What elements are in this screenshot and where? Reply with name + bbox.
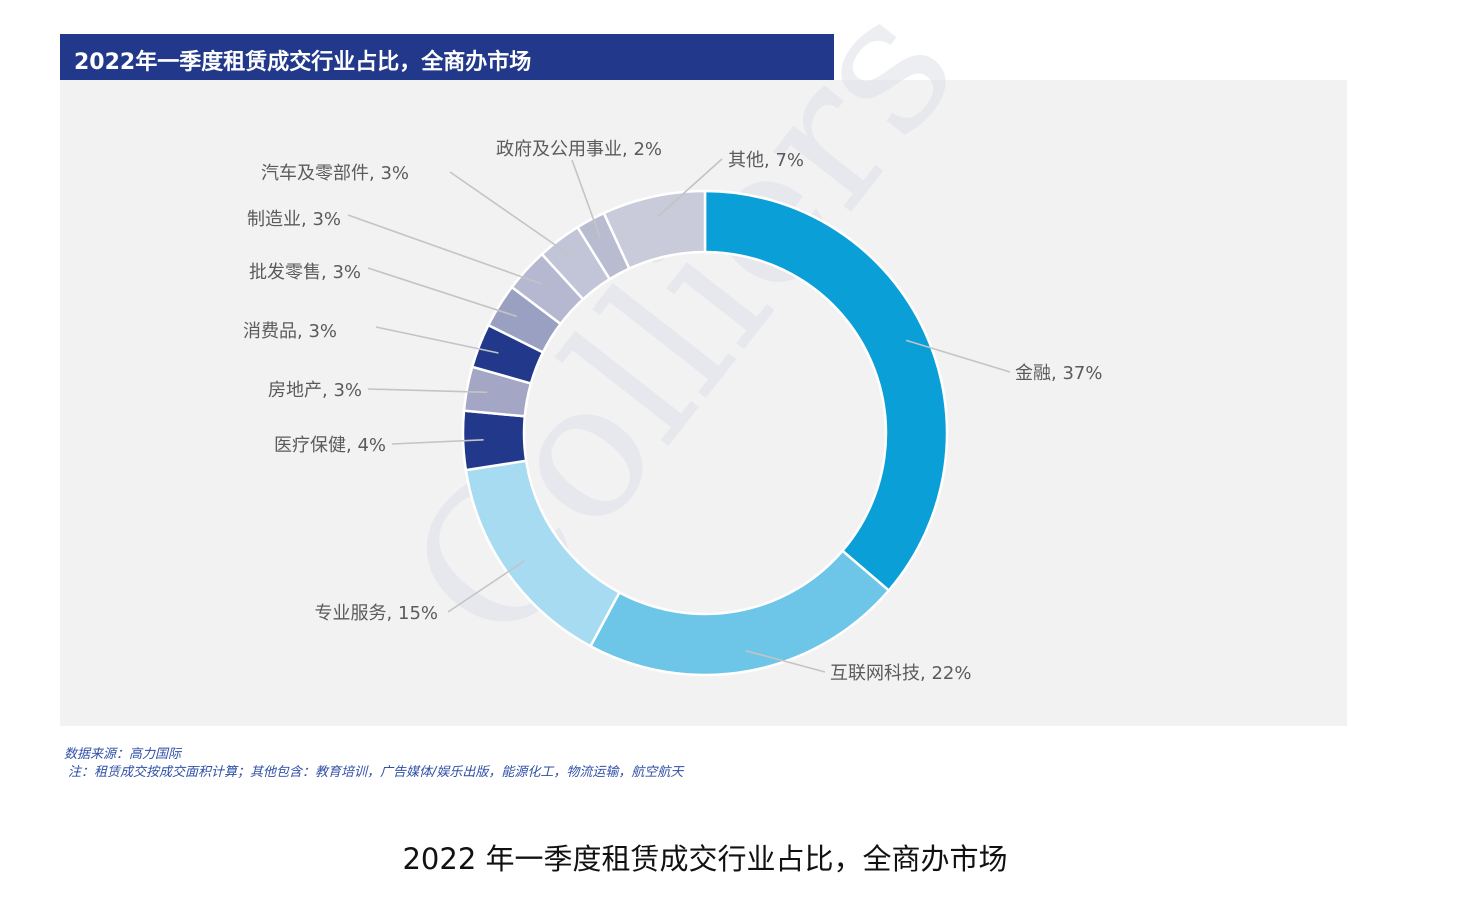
leader-line-1 — [905, 339, 1011, 373]
slice-label-4: 医疗保健, 4% — [274, 435, 386, 456]
slice-label-8: 制造业, 3% — [247, 209, 341, 230]
donut-slice-11 — [602, 189, 707, 271]
slice-label-9: 汽车及零部件, 3% — [261, 163, 409, 184]
slice-label-10: 政府及公用事业, 2% — [496, 139, 662, 160]
slice-label-3: 专业服务, 15% — [315, 603, 438, 624]
slice-label-1: 金融, 37% — [1015, 363, 1102, 384]
leader-line-7 — [367, 267, 517, 318]
slice-labels: 金融, 37% 互联网科技, 22% 专业服务, 15% 医疗保健, 4% 房地产, 3… — [243, 139, 1102, 684]
leader-line-5 — [367, 388, 488, 394]
donut-slice-2 — [588, 549, 891, 677]
leader-line-3 — [447, 560, 525, 613]
source-note: 数据来源：高力国际 注：租赁成交按成交面积计算；其他包含：教育培训，广告媒体/娱… — [64, 746, 683, 782]
note-line: 注：租赁成交按成交面积计算；其他包含：教育培训，广告媒体/娱乐出版，能源化工，物… — [68, 765, 684, 780]
leader-line-10 — [571, 159, 601, 239]
figure-caption: 2022 年一季度租赁成交行业占比，全商办市场 — [402, 842, 1008, 876]
slice-label-11: 其他, 7% — [728, 150, 804, 171]
donut-slices — [461, 189, 949, 677]
slice-label-5: 房地产, 3% — [268, 380, 362, 401]
leader-line-6 — [375, 326, 499, 354]
donut-slice-1 — [703, 189, 949, 593]
leader-line-11 — [657, 158, 723, 218]
leader-line-9 — [449, 171, 572, 257]
slice-label-2: 互联网科技, 22% — [830, 663, 971, 684]
source-line: 数据来源：高力国际 — [64, 747, 182, 762]
slice-label-6: 消费品, 3% — [243, 321, 337, 342]
leader-lines — [347, 158, 1011, 673]
leader-line-8 — [347, 214, 542, 285]
leader-line-4 — [391, 439, 484, 445]
leader-line-2 — [745, 649, 826, 673]
slice-label-7: 批发零售, 3% — [249, 262, 361, 283]
